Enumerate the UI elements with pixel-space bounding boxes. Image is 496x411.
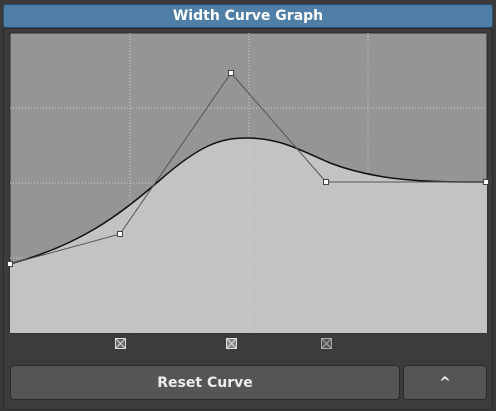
curve xyxy=(9,137,488,265)
control-point[interactable] xyxy=(323,179,329,185)
control-point[interactable] xyxy=(483,179,489,185)
control-point[interactable] xyxy=(228,70,234,76)
control-point[interactable] xyxy=(117,231,123,237)
reset-button[interactable]: Reset Curve xyxy=(10,365,400,400)
curve-graph[interactable] xyxy=(0,0,496,360)
grid xyxy=(10,33,487,333)
point-toggle[interactable] xyxy=(321,338,332,349)
control-point[interactable] xyxy=(7,261,13,267)
point-toggles xyxy=(115,338,332,349)
title-bar: Width Curve Graph xyxy=(3,4,493,28)
collapse-button[interactable]: ^ xyxy=(403,365,487,400)
control-points xyxy=(7,70,489,267)
point-toggle[interactable] xyxy=(226,338,237,349)
point-toggle[interactable] xyxy=(115,338,126,349)
